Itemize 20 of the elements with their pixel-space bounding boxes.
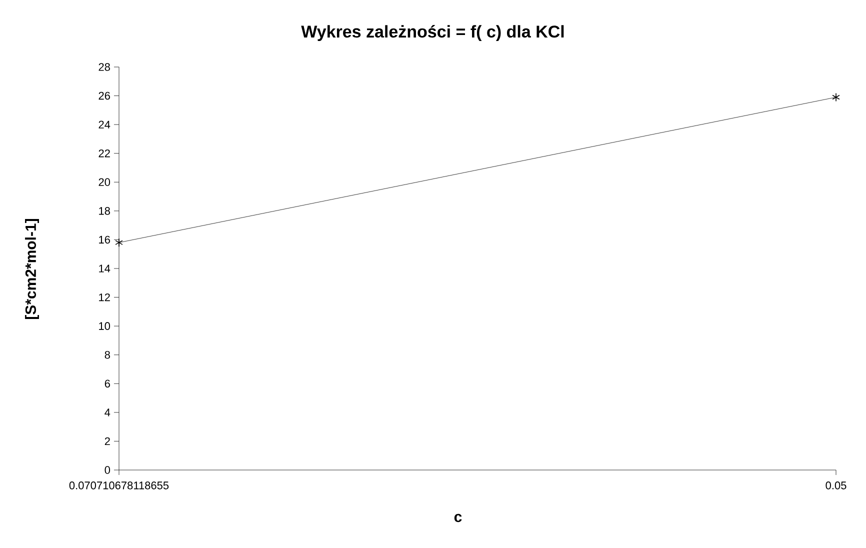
y-tick-label: 16 (99, 236, 110, 244)
y-tick-label: 6 (104, 380, 110, 388)
y-tick-label: 14 (99, 264, 110, 272)
x-axis-title: c (454, 514, 462, 522)
y-axis-title: [S*cm2*mol-1] (25, 218, 39, 319)
y-tick-label: 12 (99, 293, 110, 302)
y-tick-label: 18 (99, 207, 110, 215)
y-tick-label: 8 (104, 350, 110, 359)
y-tick-label: 10 (99, 322, 110, 330)
chart-title: Wykres zależności = f( c) dla KCl (301, 24, 564, 41)
x-tick-label: 0.05 (826, 482, 846, 490)
y-tick-label: 2 (104, 437, 110, 446)
y-tick-label: 28 (98, 63, 110, 71)
y-tick-label: 20 (98, 178, 110, 186)
y-tick-label: 24 (98, 120, 110, 128)
x-tick-label: 0.070710678118655 (69, 482, 169, 490)
y-tick-label: 26 (98, 92, 110, 100)
y-tick-label: 4 (104, 408, 110, 416)
y-tick-label: 0 (104, 466, 110, 474)
y-tick-label: 22 (98, 150, 110, 158)
